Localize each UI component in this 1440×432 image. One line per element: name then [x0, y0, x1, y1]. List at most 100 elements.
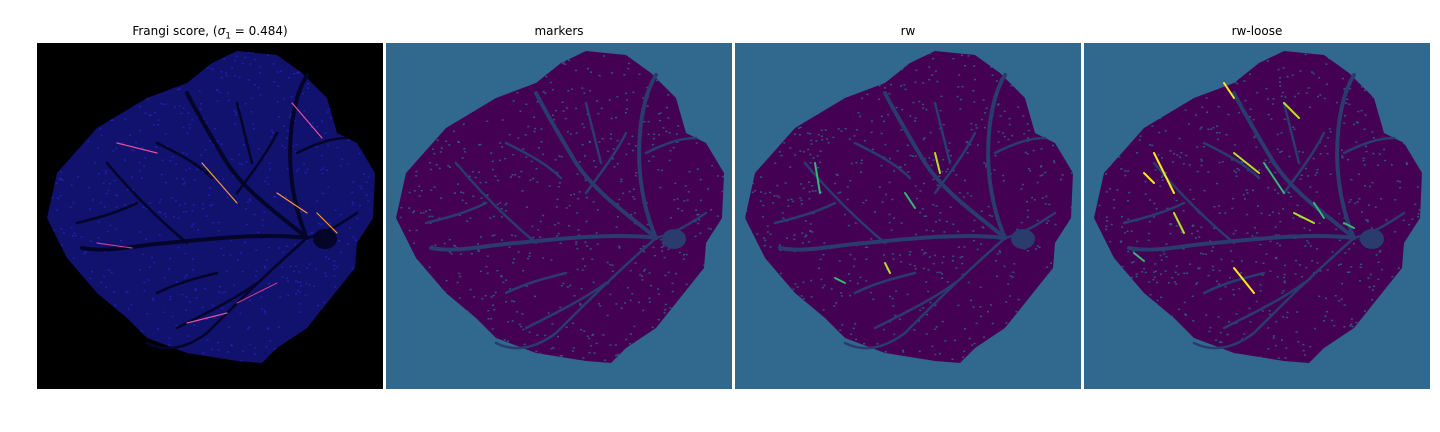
speckle — [604, 360, 606, 362]
speckle — [997, 253, 999, 255]
speckle — [91, 271, 93, 273]
speckle — [471, 253, 473, 255]
speckle — [760, 191, 762, 193]
speckle — [159, 199, 161, 201]
speckle — [615, 344, 617, 346]
speckle — [607, 315, 609, 317]
speckle — [635, 175, 637, 177]
speckle — [1220, 298, 1222, 300]
speckle — [306, 267, 308, 269]
speckle — [1183, 273, 1185, 275]
speckle — [1018, 299, 1020, 301]
speckle — [1399, 181, 1401, 183]
speckle — [677, 208, 679, 210]
speckle — [583, 127, 585, 129]
speckle — [1296, 331, 1298, 333]
speckle — [1243, 80, 1245, 82]
speckle — [1216, 281, 1218, 283]
speckle — [1361, 110, 1363, 112]
speckle — [225, 72, 227, 74]
speckle — [893, 334, 895, 336]
speckle — [801, 203, 803, 205]
speckle — [1011, 135, 1013, 137]
speckle — [563, 110, 565, 112]
speckle — [931, 165, 933, 167]
speckle — [823, 285, 825, 287]
speckle — [602, 334, 604, 336]
speckle — [249, 200, 251, 202]
speckle — [496, 270, 498, 272]
speckle — [941, 278, 943, 280]
speckle — [1157, 154, 1159, 156]
speckle — [1287, 76, 1289, 78]
speckle — [617, 163, 619, 165]
speckle — [928, 79, 930, 81]
speckle — [153, 124, 155, 126]
speckle — [1224, 212, 1226, 214]
speckle — [794, 154, 796, 156]
speckle — [322, 173, 324, 175]
speckle — [1222, 161, 1224, 163]
panel-rw-loose: rw-loose — [1084, 0, 1430, 432]
speckle — [1338, 300, 1340, 302]
speckle — [551, 348, 553, 350]
speckle — [1338, 264, 1340, 266]
speckle — [1350, 324, 1352, 326]
speckle — [1151, 145, 1153, 147]
speckle — [534, 128, 536, 130]
speckle — [1304, 228, 1306, 230]
speckle — [710, 209, 712, 211]
speckle — [615, 303, 617, 305]
speckle — [300, 211, 302, 213]
speckle — [440, 151, 442, 153]
speckle — [848, 225, 850, 227]
speckle — [266, 259, 268, 261]
speckle — [1309, 230, 1311, 232]
speckle — [643, 251, 645, 253]
speckle — [1284, 119, 1286, 121]
speckle — [129, 135, 131, 137]
speckle — [415, 175, 417, 177]
speckle — [1285, 357, 1287, 359]
speckle — [1350, 199, 1352, 201]
speckle — [970, 195, 972, 197]
speckle — [1367, 278, 1369, 280]
speckle — [839, 192, 841, 194]
speckle — [1314, 174, 1316, 176]
speckle — [1143, 268, 1145, 270]
speckle — [1379, 153, 1381, 155]
speckle — [1281, 151, 1283, 153]
speckle — [855, 162, 857, 164]
speckle — [625, 339, 627, 341]
speckle — [1283, 280, 1285, 282]
speckle — [599, 305, 601, 307]
speckle — [1414, 204, 1416, 206]
speckle — [520, 326, 522, 328]
speckle — [290, 266, 292, 268]
speckle — [593, 282, 595, 284]
speckle — [964, 328, 966, 330]
speckle — [802, 282, 804, 284]
speckle — [1227, 334, 1229, 336]
speckle — [1285, 347, 1287, 349]
speckle — [1241, 260, 1243, 262]
speckle — [286, 278, 288, 280]
speckle — [801, 200, 803, 202]
speckle — [185, 253, 187, 255]
speckle — [1267, 60, 1269, 62]
speckle — [791, 199, 793, 201]
speckle — [934, 255, 936, 257]
speckle — [193, 204, 195, 206]
speckle — [512, 262, 514, 264]
speckle — [266, 177, 268, 179]
speckle — [1212, 127, 1214, 129]
speckle — [973, 101, 975, 103]
speckle — [327, 111, 329, 113]
speckle — [710, 228, 712, 230]
speckle — [665, 304, 667, 306]
speckle — [333, 275, 335, 277]
speckle — [303, 164, 305, 166]
speckle — [922, 307, 924, 309]
speckle — [165, 182, 167, 184]
speckle — [1351, 318, 1353, 320]
